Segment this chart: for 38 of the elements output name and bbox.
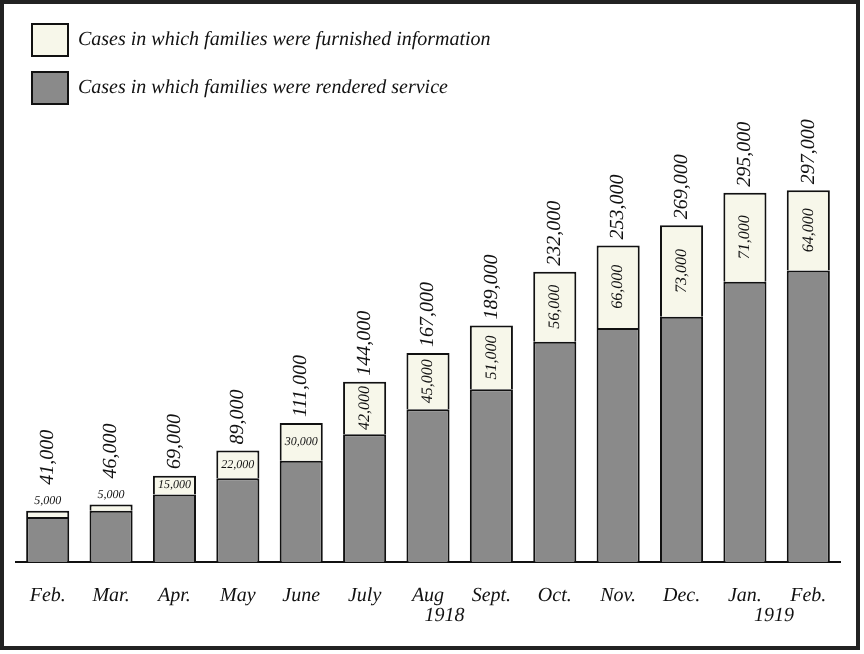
text: 1919 [754,605,795,628]
data-label: 56,000 [544,284,563,329]
total-label: 253,000 [607,174,630,240]
total-label: 69,000 [163,414,186,470]
data-label: 71,000 [735,215,754,260]
x-tick-label: May [218,585,257,608]
x-tick-label: Sept. [471,585,512,608]
x-tick-label: Feb. [788,585,827,608]
x-tick-label: Mar. [90,585,130,608]
x-tick-label: Dec. [660,585,701,608]
x-tick-label: Oct. [537,585,572,608]
x-tick-label: Apr. [156,585,191,608]
total-label: 297,000 [797,119,820,185]
data-label: 51,000 [481,335,500,380]
text: 1918 [424,605,465,628]
x-tick-label: Jan. [727,585,762,608]
data-label: 64,000 [798,208,817,253]
data-label: 73,000 [671,249,690,294]
x-tick-label: June [282,585,322,608]
x-tick-label: Aug [409,585,445,608]
total-label: 144,000 [353,310,376,376]
total-label: 111,000 [290,355,313,418]
x-tick-label: Feb. [27,585,66,608]
data-label: 45,000 [418,359,437,404]
data-label: 42,000 [354,386,373,431]
data-label: 66,000 [608,264,627,309]
total-label: 189,000 [480,254,503,320]
total-label: 295,000 [734,121,757,187]
total-label: 232,000 [544,200,567,266]
total-label: 269,000 [670,154,693,220]
legend-label: Cases in which families were rendered service [78,77,450,100]
total-label: 89,000 [227,389,250,445]
legend-label: Cases in which families were furnished information [78,29,491,52]
total-label: 46,000 [100,423,123,479]
total-label: 167,000 [417,282,440,348]
x-tick-label: Nov. [598,585,637,608]
total-label: 41,000 [36,429,59,485]
x-tick-label: July [347,585,383,608]
